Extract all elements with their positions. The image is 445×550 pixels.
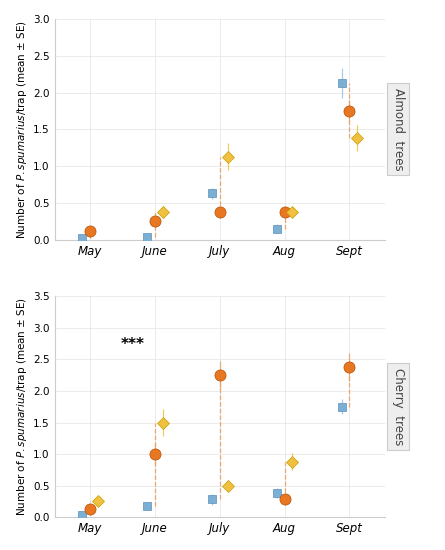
Text: Cherry  trees: Cherry trees [392, 368, 405, 446]
Text: Almond  trees: Almond trees [392, 88, 405, 170]
Text: ***: *** [120, 337, 144, 353]
Y-axis label: Number of $\it{P. spumarius}$/trap (mean ± SE): Number of $\it{P. spumarius}$/trap (mean… [15, 297, 29, 516]
Y-axis label: Number of $\it{P. spumarius}$/trap (mean ± SE): Number of $\it{P. spumarius}$/trap (mean… [15, 20, 29, 239]
